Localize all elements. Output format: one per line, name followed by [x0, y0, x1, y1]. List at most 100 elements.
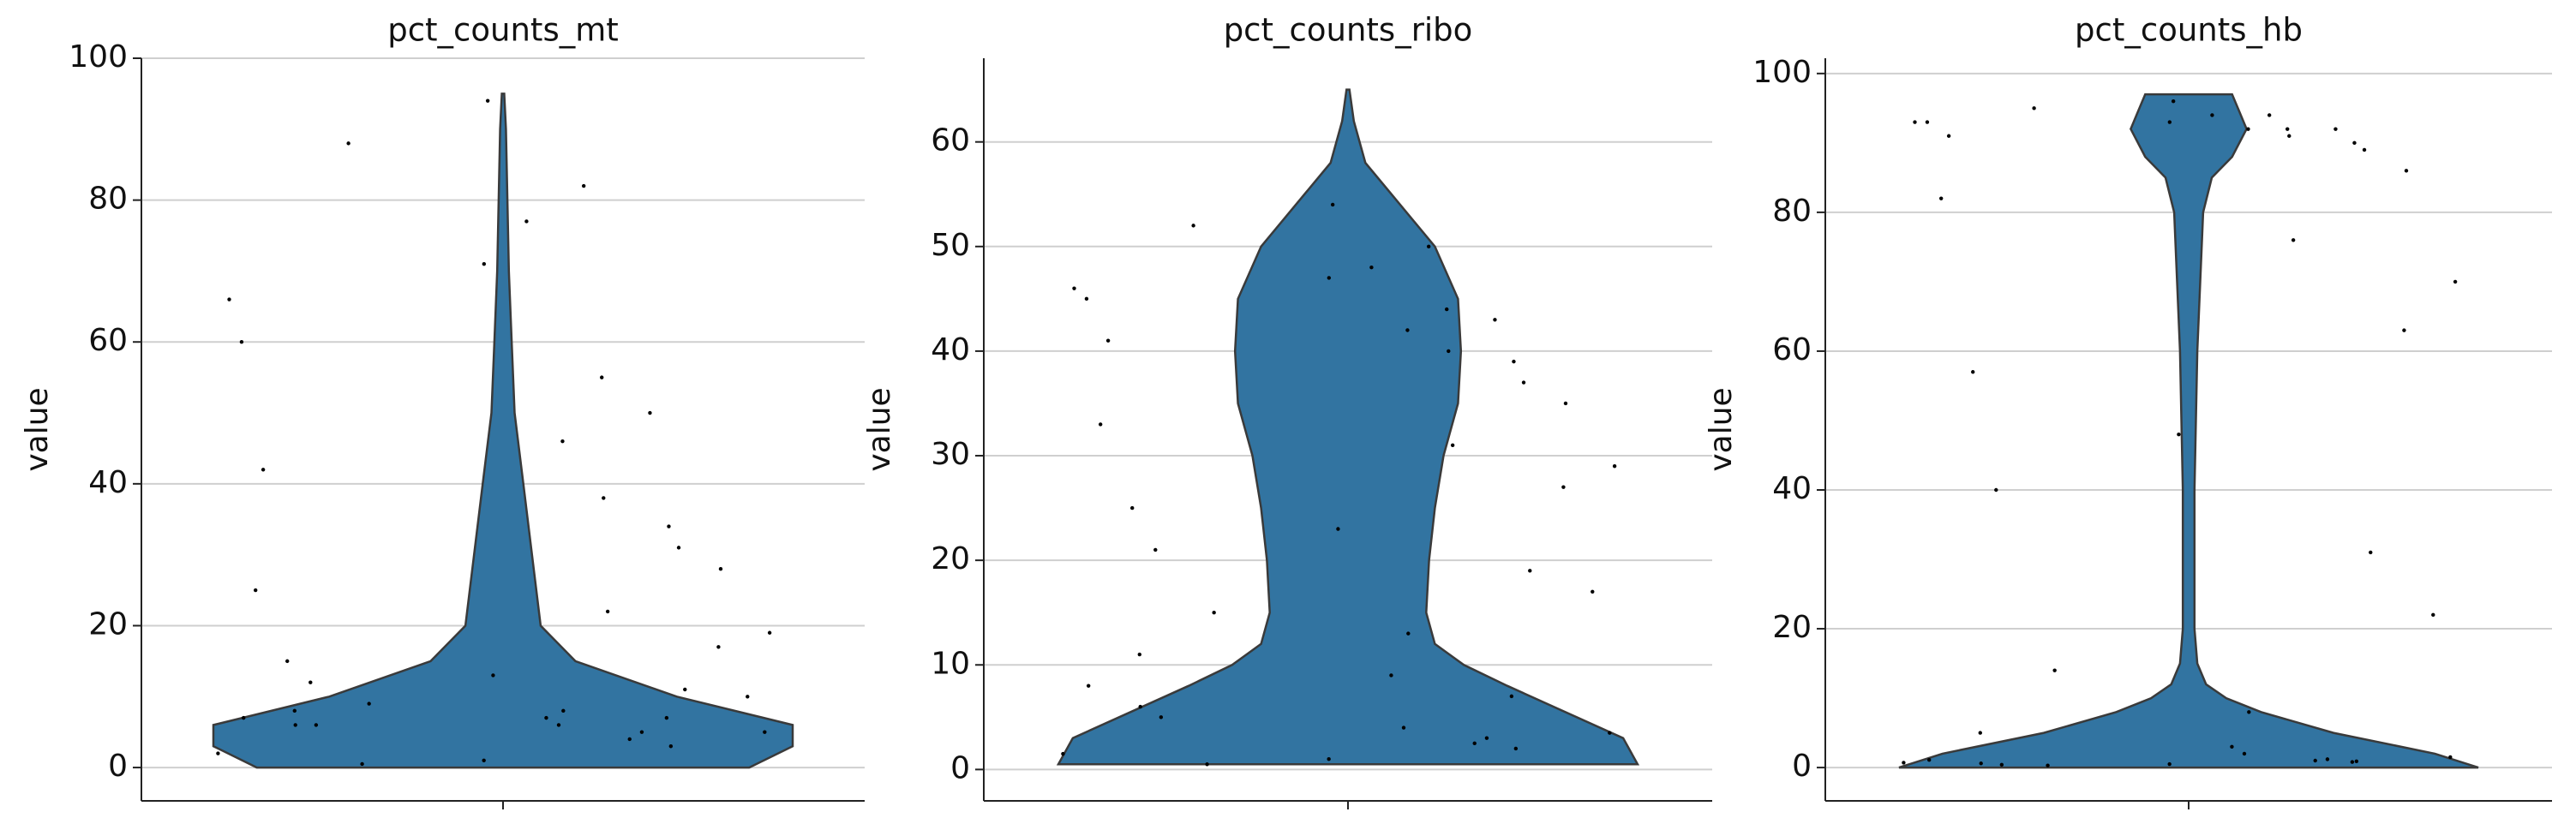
point [485, 99, 490, 103]
point [767, 630, 772, 635]
point [2453, 279, 2458, 284]
point [676, 546, 681, 550]
point [1612, 464, 1617, 469]
point [1191, 224, 1195, 228]
violin [1898, 93, 2479, 769]
point [2404, 169, 2409, 173]
point [1913, 120, 1917, 124]
point [667, 524, 671, 528]
point [683, 687, 687, 692]
point [360, 761, 364, 767]
point [1493, 318, 1497, 322]
y-tick-label: 100 [69, 39, 128, 75]
chart-title: pct_counts_hb [2075, 12, 2303, 49]
point [241, 715, 246, 720]
point [1513, 746, 1519, 751]
point [293, 723, 297, 727]
point [292, 708, 297, 714]
point [1369, 266, 1374, 270]
point [2287, 134, 2291, 138]
y-axis-label: value [862, 387, 897, 471]
point [261, 468, 266, 472]
point [668, 744, 674, 749]
point [1484, 736, 1489, 740]
point [1086, 684, 1091, 688]
point [2167, 120, 2172, 124]
point [1327, 276, 1332, 280]
point [227, 297, 231, 302]
point [1138, 704, 1142, 709]
violin [212, 93, 794, 769]
point [2285, 127, 2290, 131]
chart-title: pct_counts_ribo [1224, 12, 1473, 49]
point [1406, 631, 1411, 636]
y-tick-label: 10 [931, 646, 970, 681]
point [1472, 741, 1477, 746]
point [2242, 751, 2247, 756]
point [1336, 527, 1340, 531]
point [1999, 762, 2004, 767]
point [2171, 99, 2176, 104]
point [239, 340, 244, 344]
point [1946, 134, 1951, 138]
point [1084, 296, 1089, 302]
y-tick-label: 0 [108, 749, 128, 784]
point [1061, 751, 1065, 756]
point [2246, 127, 2250, 131]
y-tick-label: 20 [1772, 610, 1812, 645]
point [1426, 244, 1431, 249]
point [1528, 569, 1532, 573]
chart-title: pct_counts_mt [387, 12, 619, 49]
point [2046, 763, 2050, 767]
point [639, 730, 644, 734]
point [1608, 731, 1612, 735]
point [2333, 127, 2338, 131]
point [314, 723, 319, 727]
point [2352, 140, 2357, 146]
point [2267, 113, 2272, 117]
point [716, 645, 721, 649]
point [2052, 668, 2057, 672]
point [2354, 759, 2359, 764]
point [491, 673, 495, 678]
y-tick-label: 0 [1792, 749, 1812, 784]
point [1509, 694, 1514, 699]
point [1450, 443, 1455, 448]
point [1105, 338, 1111, 343]
point [1130, 505, 1135, 511]
point [1994, 487, 1998, 493]
point [1445, 307, 1449, 312]
y-tick-label: 20 [931, 541, 970, 576]
point [560, 439, 565, 444]
point [346, 141, 350, 146]
point [482, 261, 487, 266]
point [2167, 761, 2172, 767]
point [600, 375, 604, 379]
point [1330, 202, 1335, 207]
point [556, 723, 561, 727]
point [216, 751, 220, 755]
point [2032, 106, 2036, 110]
point [1389, 673, 1393, 678]
y-tick-label: 40 [88, 465, 128, 500]
point [1938, 196, 1944, 200]
y-axis-label: value [20, 387, 55, 471]
y-tick-label: 60 [88, 323, 128, 358]
point [1902, 761, 1906, 765]
point [1072, 286, 1076, 290]
point [2350, 760, 2355, 764]
point [581, 183, 586, 188]
point [1159, 715, 1164, 719]
point [1205, 762, 1209, 767]
point [524, 219, 529, 224]
point [2230, 744, 2234, 749]
point [1563, 401, 1568, 406]
point [1978, 731, 1982, 735]
point [605, 609, 610, 614]
point [1137, 652, 1141, 657]
point [1561, 485, 1566, 489]
point [627, 737, 632, 742]
y-tick-label: 50 [931, 228, 970, 263]
y-tick-label: 40 [1772, 471, 1812, 506]
